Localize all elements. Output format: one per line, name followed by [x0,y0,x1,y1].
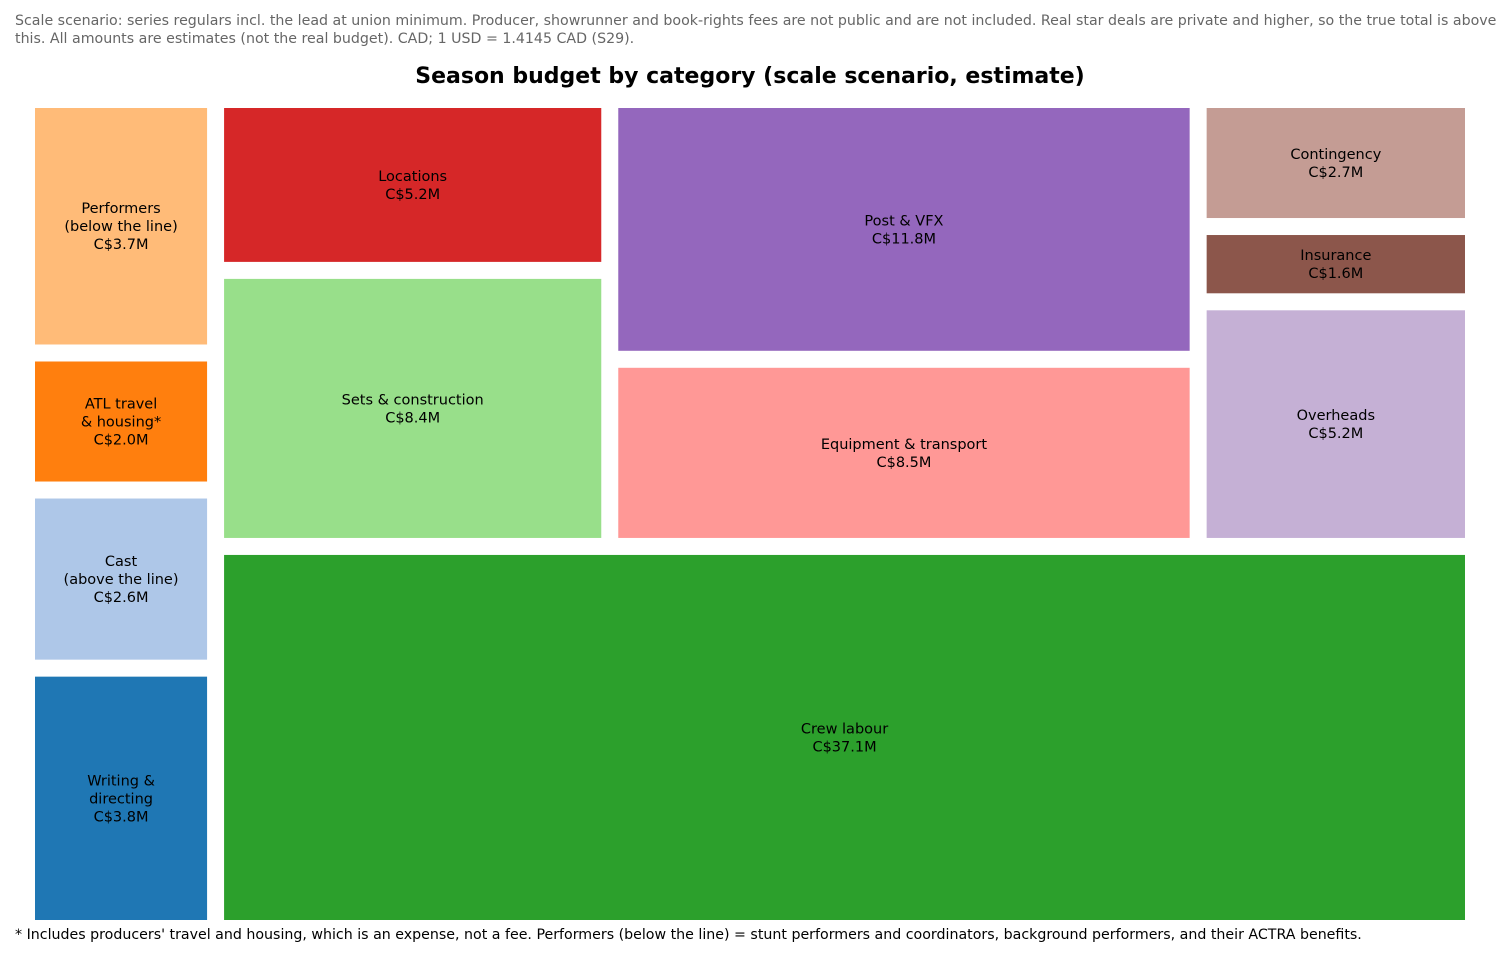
tile-rect [35,361,208,482]
tile-label: Sets & construction C$8.4M [342,392,484,426]
tile-contingency: Contingency C$2.7M [1206,108,1465,219]
tile-overheads: Overheads C$5.2M [1206,310,1465,538]
tile-label: Overheads C$5.2M [1297,408,1375,442]
tile-label: Cast (above the line) C$2.6M [64,554,179,606]
tile-label: ATL travel & housing* C$2.0M [81,397,161,449]
tile-rect [35,108,208,345]
tile-rect [1206,310,1465,538]
tile-rect [618,108,1190,351]
tile-insurance: Insurance C$1.6M [1206,235,1465,294]
tile-rect [1206,108,1465,219]
tile-crew-labour: Crew labour C$37.1M [224,554,1465,920]
chart-title: Season budget by category (scale scenari… [415,64,1085,89]
tile-label: Performers (below the line) C$3.7M [64,201,177,253]
tile-label: Writing & directing C$3.8M [87,773,155,825]
tile-label: Insurance C$1.6M [1300,248,1371,282]
tile-rect [35,498,208,660]
scenario-note: Scale scenario: series regulars incl. th… [15,13,1497,47]
tile-rect [224,554,1465,920]
tile-rect [618,367,1190,538]
tile-rect [1206,235,1465,294]
tile-performers-below-the-line: Performers (below the line) C$3.7M [35,108,208,345]
tile-sets-construction: Sets & construction C$8.4M [224,278,602,538]
tile-label: Locations C$5.2M [378,169,447,203]
tile-label: Post & VFX C$11.8M [864,213,943,247]
tile-cast-above-the-line: Cast (above the line) C$2.6M [35,498,208,660]
tile-rect [224,278,602,538]
footnote: * Includes producers' travel and housing… [15,927,1362,943]
tile-atl-travel-housing: ATL travel & housing* C$2.0M [35,361,208,482]
tile-locations: Locations C$5.2M [224,108,602,262]
tile-writing-directing: Writing & directing C$3.8M [35,676,208,920]
tile-label: Crew labour C$37.1M [801,721,888,755]
tile-post-vfx: Post & VFX C$11.8M [618,108,1190,351]
tile-label: Contingency C$2.7M [1290,147,1381,181]
tile-rect [224,108,602,262]
tile-rect [35,676,208,920]
tile-equipment-transport: Equipment & transport C$8.5M [618,367,1190,538]
tile-label: Equipment & transport C$8.5M [821,437,988,471]
